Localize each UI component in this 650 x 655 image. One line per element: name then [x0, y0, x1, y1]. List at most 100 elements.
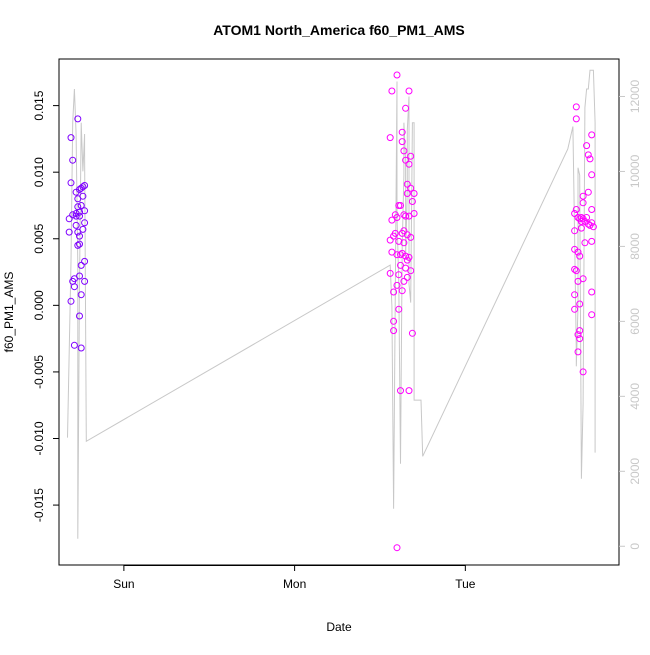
data-point-s0-22: [76, 208, 83, 216]
data-point-s1-37: [402, 212, 410, 220]
y2-tick-label: 4000: [628, 383, 642, 410]
data-point-s1-81: [579, 192, 587, 200]
data-point-s0-31: [77, 344, 85, 352]
data-point-s1-58: [571, 210, 579, 217]
data-point-s1-96: [588, 171, 596, 179]
x-tick-label: Mon: [283, 577, 306, 591]
data-point-s1-19: [395, 271, 403, 279]
data-point-s0-4: [69, 156, 77, 164]
data-point-s1-34: [400, 277, 408, 285]
data-point-s1-78: [577, 214, 585, 221]
data-point-s1-36: [402, 156, 410, 164]
data-point-s1-67: [572, 267, 580, 275]
data-point-s1-63: [571, 305, 579, 313]
secondary-series-line: [67, 69, 596, 539]
data-point-s1-49: [405, 387, 413, 395]
data-point-s1-46: [405, 160, 413, 168]
data-point-s1-24: [397, 387, 404, 395]
data-point-s0-38: [81, 257, 89, 265]
data-point-s0-29: [77, 261, 85, 269]
data-point-s1-54: [408, 329, 416, 337]
data-point-s0-21: [76, 212, 83, 220]
data-point-s1-41: [403, 190, 411, 197]
y-tick-label: 0.015: [32, 90, 46, 120]
data-point-s1-87: [581, 239, 589, 247]
data-point-s1-35: [402, 104, 410, 112]
data-point-s1-80: [577, 224, 585, 232]
data-point-s0-7: [67, 297, 75, 305]
data-point-s1-32: [400, 227, 408, 235]
data-point-s1-3: [388, 87, 396, 95]
y2-tick-label: 8000: [628, 233, 642, 260]
data-point-s1-89: [583, 214, 591, 221]
data-point-s1-101: [588, 311, 596, 319]
x-axis-label: Date: [326, 620, 352, 634]
data-point-s0-2: [67, 134, 75, 142]
data-point-s1-48: [405, 253, 413, 261]
data-point-s1-57: [410, 210, 418, 217]
data-point-s1-29: [398, 287, 406, 295]
data-point-s1-56: [410, 190, 418, 197]
data-point-s1-77: [576, 335, 584, 343]
data-point-s0-34: [79, 225, 87, 233]
axes-group: 0.015 0.010 0.005 0.000 -0.005 -0.010 -0.015 12…: [32, 79, 642, 591]
y-tick-label: 0.010: [32, 157, 46, 187]
data-point-s1-62: [571, 291, 579, 299]
data-point-s0-23: [76, 232, 83, 240]
data-point-s1-59: [571, 227, 579, 235]
y2-tick-label: 6000: [628, 308, 642, 335]
data-point-s0-1: [65, 228, 73, 236]
data-point-s1-13: [393, 214, 401, 221]
plot-frame: [58, 58, 620, 566]
data-point-s0-26: [76, 312, 83, 320]
data-point-s1-51: [407, 184, 415, 192]
data-point-s1-65: [572, 115, 580, 123]
data-point-s1-11: [391, 229, 399, 237]
data-point-s0-24: [76, 240, 83, 248]
y2-tick-label: 12000: [628, 79, 642, 113]
data-point-s1-99: [588, 237, 596, 245]
x-tick-label: Tue: [455, 577, 476, 591]
data-point-s1-40: [403, 180, 411, 188]
data-point-s1-0: [386, 134, 394, 142]
data-point-s0-25: [76, 272, 83, 280]
y-tick-label: -0.010: [32, 421, 46, 455]
y2-tick-label: 0: [628, 543, 642, 550]
data-point-s0-0: [65, 215, 73, 223]
data-point-s1-91: [584, 188, 592, 196]
data-point-s1-69: [574, 248, 582, 256]
data-point-s1-50: [407, 152, 415, 160]
data-point-s1-21: [397, 202, 404, 209]
data-point-s1-20: [395, 305, 403, 313]
data-point-s1-98: [588, 219, 596, 227]
data-point-s1-18: [395, 237, 403, 245]
data-point-s1-97: [588, 206, 596, 213]
data-point-s1-90: [584, 151, 592, 159]
y-tick-label: -0.015: [32, 488, 46, 522]
data-point-s0-9: [70, 283, 78, 291]
data-point-s1-1: [386, 236, 394, 244]
data-point-s1-82: [579, 199, 587, 207]
data-point-s1-12: [393, 71, 401, 79]
data-point-s0-36: [81, 207, 89, 215]
y2-tick-label: 10000: [628, 154, 642, 188]
data-point-s1-64: [572, 103, 580, 111]
data-point-s1-14: [393, 251, 401, 259]
data-point-s1-55: [408, 198, 416, 205]
data-point-s0-32: [79, 183, 87, 191]
data-point-s1-33: [400, 239, 408, 247]
data-point-s1-8: [390, 317, 398, 325]
data-point-s0-5: [69, 211, 77, 219]
data-point-s1-100: [588, 288, 596, 296]
y-tick-label: 0.000: [32, 290, 46, 320]
y-tick-label: -0.005: [32, 355, 46, 389]
x-tick-label: Sun: [113, 577, 134, 591]
points-group: [65, 71, 597, 552]
data-point-s1-22: [397, 251, 404, 259]
data-point-s0-11: [72, 212, 80, 220]
data-point-s0-19: [74, 241, 82, 249]
data-point-s1-88: [583, 142, 591, 150]
data-point-s0-33: [79, 192, 87, 200]
data-point-s1-95: [588, 131, 596, 139]
